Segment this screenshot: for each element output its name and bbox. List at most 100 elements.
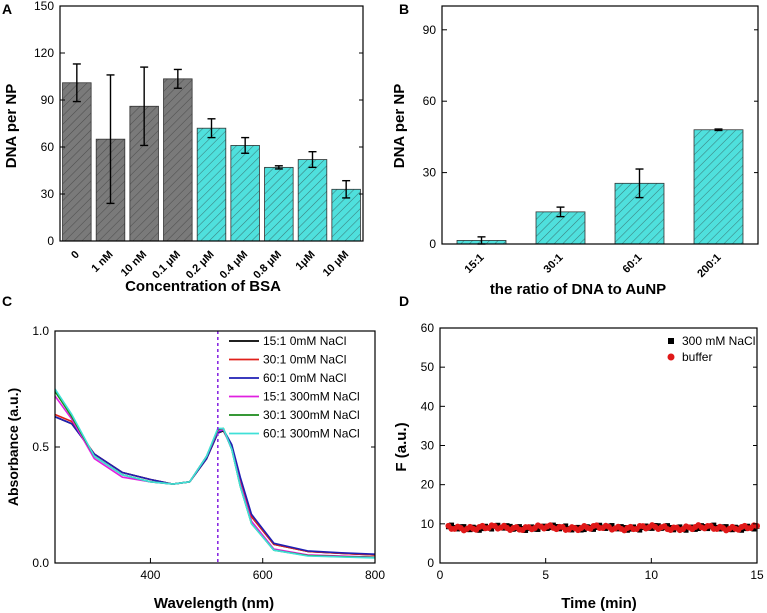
legend-label: 30:1 0mM NaCl [263,353,346,367]
data-point [637,527,643,533]
data-point [449,522,455,528]
data-point [563,523,569,529]
x-tick-label: 0.2 μM [184,249,217,282]
bar-hatch [298,159,327,241]
data-point [516,524,522,530]
x-tick-label: 15:1 [463,252,487,276]
panel-a-xlabel: Concentration of BSA [125,278,281,295]
panel-c-plot [54,331,376,563]
d-xtick-label: 10 [645,568,659,582]
b-ytick-label: 60 [423,94,437,108]
panel-c-ylabel: Absorbance (a.u.) [5,388,21,506]
bar-hatch [230,145,260,241]
panel-c-label: C [2,293,12,309]
d-xtick-label: 0 [437,568,444,582]
legend-label: 300 mM NaCl [682,334,755,348]
d-ytick-label: 30 [421,439,435,453]
a-ytick-label: 30 [41,187,55,201]
x-tick-label: 10 μM [321,249,352,280]
legend-label: 30:1 300mM NaCl [263,408,360,422]
data-point [723,524,729,530]
bar-hatch [62,82,92,242]
data-point [739,527,745,533]
data-point [711,522,717,528]
c-xtick-label: 400 [140,568,160,582]
x-tick-label: 0.4 μM [218,249,251,282]
data-point [489,526,495,532]
a-ytick-label: 120 [34,46,54,60]
panel-b-bars [456,128,744,245]
c-ytick-label: 1.0 [32,324,49,338]
data-point [683,527,689,533]
x-tick-label: 0 [69,249,82,262]
b-ytick-label: 30 [423,166,437,180]
legend-swatch [667,353,675,361]
b-ytick-label: 90 [423,23,437,37]
data-point [649,525,655,531]
b-ytick-label: 0 [429,237,436,251]
bar-hatch [694,129,743,244]
legend-swatch [668,338,674,344]
panel-d-axes: 0 10 20 30 40 50 60 0 5 10 15 [421,321,764,582]
x-tick-label: 200:1 [695,252,723,280]
panel-d-plot [445,522,760,534]
panel-d-label: D [399,293,409,309]
legend-label: 15:1 300mM NaCl [263,390,360,404]
data-point [507,523,513,529]
d-xtick-label: 15 [750,568,764,582]
d-ytick-label: 60 [421,321,435,335]
legend-label: 60:1 300mM NaCl [263,427,360,441]
x-tick-label: 10 nM [119,249,150,280]
d-ytick-label: 20 [421,478,435,492]
panel-a-frame [59,5,364,242]
data-point [590,526,596,532]
data-point [677,524,683,530]
panel-b-frame [441,5,759,245]
legend-label: buffer [682,350,712,364]
d-ytick-label: 10 [421,517,435,531]
panel-c: C 0.0 0.5 1.0 400 600 800 15:1 0mM NaCl 30:1 0… [2,293,385,612]
data-point [655,523,661,529]
panel-c-axes: 0.0 0.5 1.0 400 600 800 [32,324,385,582]
panel-d-ylabel: F (a.u.) [393,422,410,471]
panel-b-ylabel: DNA per NP [391,84,408,168]
legend-label: 60:1 0mM NaCl [263,371,346,385]
d-ytick-label: 0 [427,556,434,570]
panel-c-legend: 15:1 0mM NaCl 30:1 0mM NaCl 60:1 0mM NaCl 1… [229,334,360,441]
data-point [581,527,587,533]
data-point [461,524,467,530]
bar-hatch [197,128,226,241]
data-point [523,527,529,533]
x-tick-label: 0.8 μM [251,249,284,282]
d-xtick-label: 5 [542,568,549,582]
data-point [751,526,757,532]
legend-label: 15:1 0mM NaCl [263,334,346,348]
data-point [535,526,541,532]
data-point [695,526,701,532]
x-tick-label: 30:1 [542,252,566,276]
x-tick-label: 1 nM [89,249,115,275]
data-point [665,523,671,529]
a-ytick-label: 90 [41,93,55,107]
bar-hatch [264,167,294,241]
panel-a-label: A [2,1,12,17]
x-tick-label: 60:1 [621,252,645,276]
x-tick-label: 1μM [294,249,318,273]
a-ytick-label: 150 [34,0,54,13]
d-ytick-label: 40 [421,399,435,413]
panel-b: B 15:1 30:1 60:1 200:1 0 30 60 90 DNA per NP th… [391,1,759,298]
d-ytick-label: 50 [421,360,435,374]
a-ytick-label: 60 [41,140,55,154]
panel-d-legend: 300 mM NaCl buffer [667,334,755,364]
panel-d-xlabel: Time (min) [561,595,637,612]
c-ytick-label: 0.5 [32,440,49,454]
c-ytick-label: 0.0 [32,556,49,570]
c-xtick-label: 600 [253,568,273,582]
panel-a-ylabel: DNA per NP [3,84,20,168]
c-xtick-label: 800 [365,568,385,582]
data-point [476,527,482,533]
bar-hatch [163,78,193,241]
